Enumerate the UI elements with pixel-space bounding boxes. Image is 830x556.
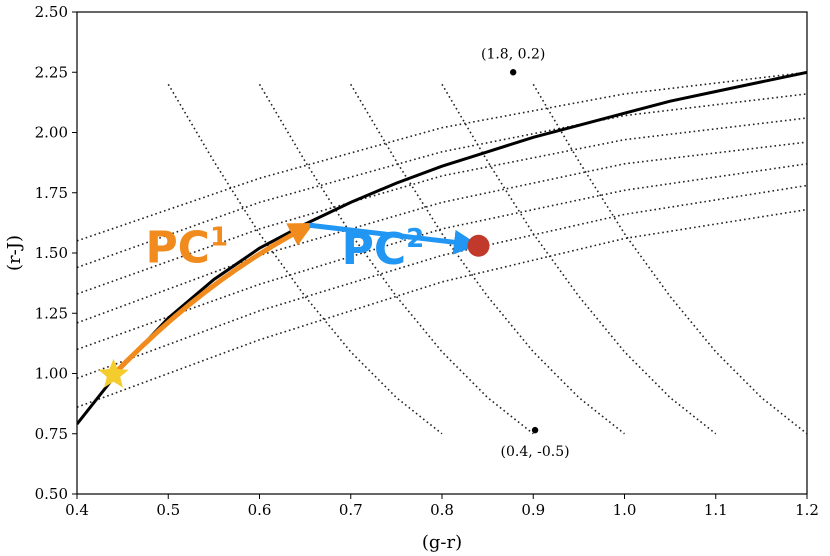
x-tick-label: 1.2	[795, 501, 819, 519]
x-tick-label: 1.1	[704, 501, 728, 519]
x-tick-label: 0.9	[521, 501, 545, 519]
grid-row-line	[77, 117, 807, 295]
pc2-superscript: 2	[406, 224, 424, 254]
x-tick-label: 0.4	[65, 501, 89, 519]
corner-point	[509, 69, 517, 76]
grid-col-line	[441, 83, 717, 435]
corner-point	[531, 426, 539, 434]
locus-curve-line	[77, 70, 807, 426]
y-tick-label: 0.75	[35, 425, 68, 443]
grid-row-line	[77, 141, 807, 324]
grid-row-line	[77, 71, 807, 242]
markers-group	[98, 69, 539, 434]
grid-row-line	[77, 163, 807, 351]
locus-curve-group	[77, 70, 807, 426]
y-tick-label: 1.50	[35, 244, 68, 262]
grid-col-line	[532, 83, 807, 435]
x-tick-label: 0.6	[248, 501, 272, 519]
grid-row-line	[77, 184, 807, 380]
y-axis-label: (r-J)	[4, 235, 25, 271]
y-tick-label: 1.00	[35, 365, 68, 383]
y-tick-label: 2.50	[35, 3, 68, 21]
star-marker	[98, 358, 129, 388]
pc1-superscript: 1	[210, 223, 228, 253]
pc2-label: PC2	[342, 224, 425, 275]
x-tick-label: 1.0	[613, 501, 637, 519]
x-axis-label: (g-r)	[422, 532, 462, 553]
red-dot-marker	[467, 234, 490, 257]
x-tick-label: 0.8	[430, 501, 454, 519]
corner-point-label: (1.8, 0.2)	[481, 46, 545, 62]
pc1-arrow	[111, 222, 315, 377]
corner-point-label: (0.4, -0.5)	[501, 444, 570, 460]
labels-group: (1.8, 0.2) (0.4, -0.5) PC1 PC2	[145, 46, 569, 460]
y-tick-label: 1.75	[35, 184, 68, 202]
grid-row-line	[77, 208, 807, 408]
pc2-arrow	[309, 222, 479, 255]
grid-row-line	[77, 93, 807, 269]
axes: 0.4 0.5 0.6 0.7 0.8 0.9 1.0 1.1 1.2 0.50 0.75 1.00 1…	[4, 3, 819, 553]
y-tick-label: 1.25	[35, 304, 68, 322]
dotted-grid	[77, 71, 807, 435]
y-tick-label: 2.00	[35, 124, 68, 142]
y-tick-label: 0.50	[35, 485, 68, 503]
pc1-label: PC1	[145, 223, 228, 274]
y-tick-label: 2.25	[35, 63, 68, 81]
x-tick-label: 0.5	[156, 501, 180, 519]
x-tick-label: 0.7	[339, 501, 363, 519]
arrows-group	[111, 222, 479, 377]
